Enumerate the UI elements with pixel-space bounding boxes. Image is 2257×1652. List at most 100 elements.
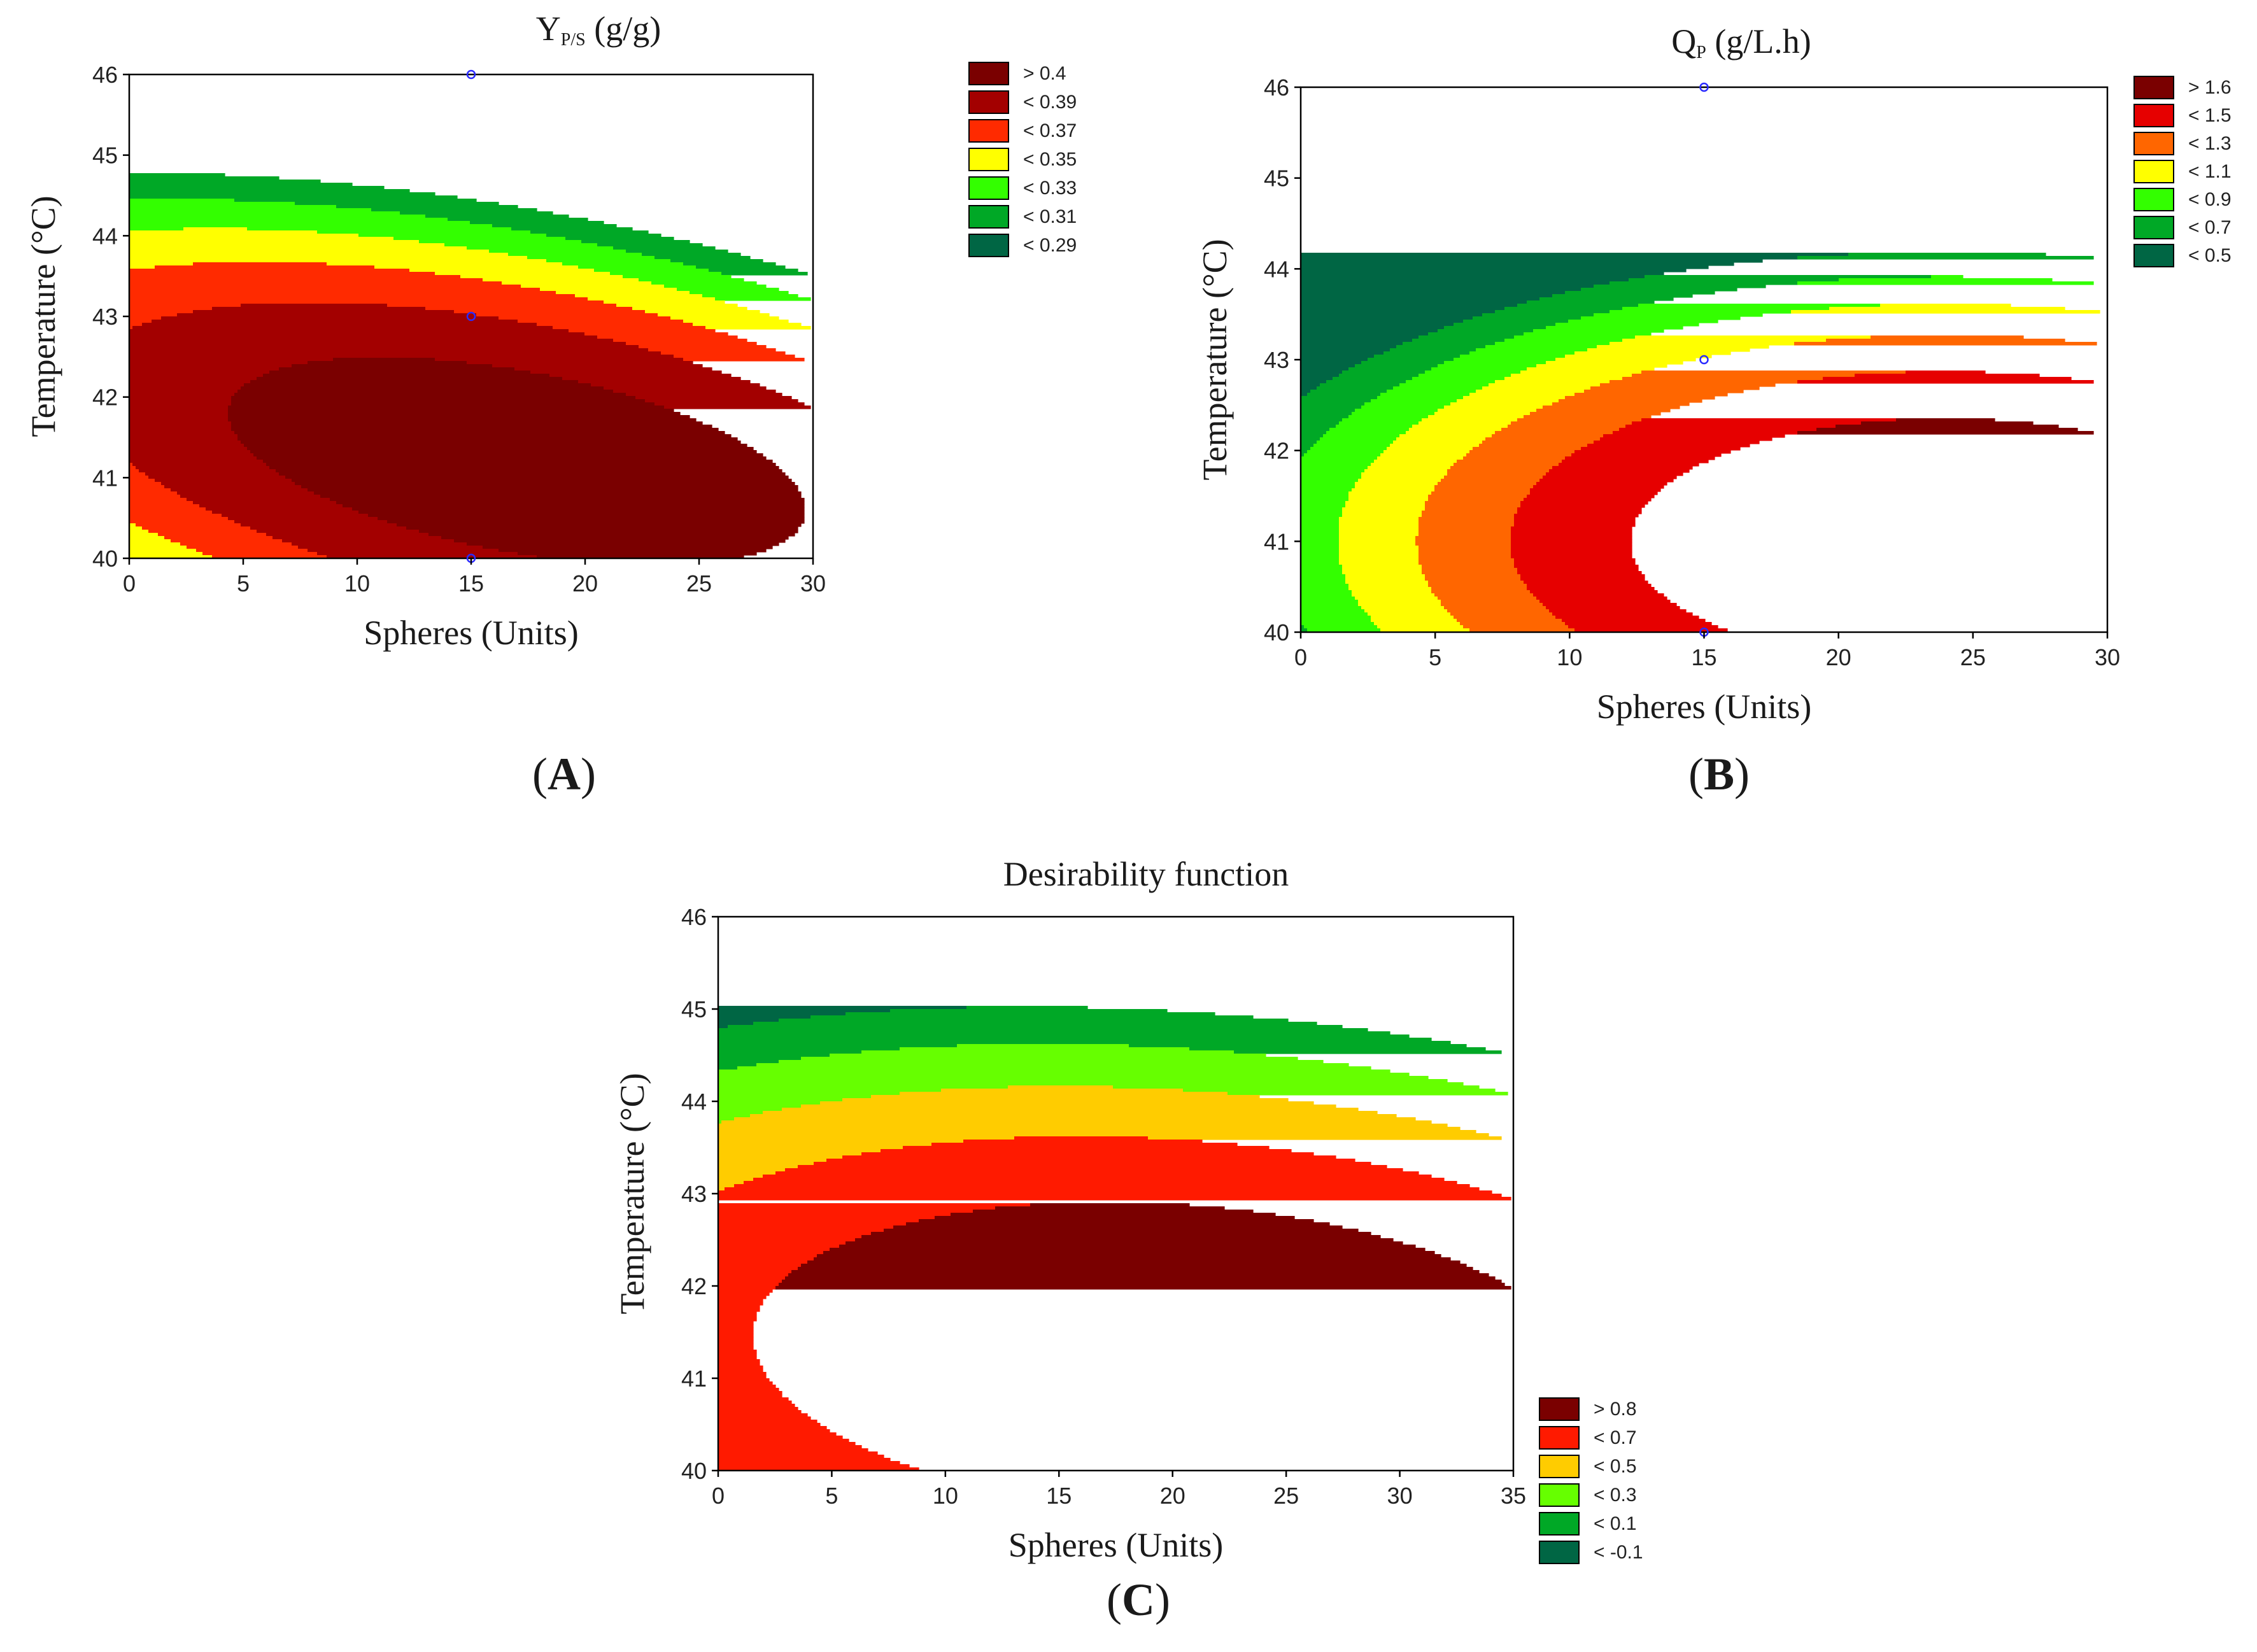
legend-label: < 1.1 [2188, 161, 2232, 182]
x-tick-label: 30 [2095, 644, 2120, 670]
x-tick-label: 25 [1273, 1483, 1299, 1509]
legend-label: > 1.6 [2188, 77, 2232, 98]
y-tick-label: 43 [681, 1181, 707, 1207]
contour-surface [1301, 253, 2100, 632]
legend-label: < 0.9 [2188, 189, 2232, 210]
x-tick-label: 15 [1691, 644, 1716, 670]
x-tick-label: 25 [686, 570, 712, 597]
y-tick-label: 40 [92, 546, 118, 572]
y-tick-label: 42 [1264, 438, 1289, 464]
chart-panel-a: 0 5 10 15 20 25 30 40 41 42 43 44 45 46 Spheres (Units… [24, 10, 1077, 800]
legend-swatch [968, 205, 1009, 229]
design-point [1699, 355, 1709, 365]
x-tick-label: 5 [825, 1483, 838, 1509]
y-tick-label: 41 [1264, 528, 1289, 554]
legend-swatch [968, 176, 1009, 200]
legend-label: < 0.7 [2188, 217, 2232, 238]
panel-label: (B) [1688, 749, 1750, 800]
x-tick-label: 20 [572, 570, 598, 597]
x-tick-label: 0 [712, 1483, 725, 1509]
x-tick-label: 35 [1501, 1483, 1526, 1509]
y-axis-label: Temperature (°C) [24, 195, 62, 437]
x-tick-label: 30 [1387, 1483, 1413, 1509]
design-point [466, 311, 476, 321]
legend-swatch [968, 234, 1009, 257]
contour-surface [718, 1006, 1511, 1471]
legend: > 0.4 < 0.39 < 0.37 < 0.35 < 0.33 < 0.31 < 0.2… [968, 62, 1077, 257]
y-tick-label: 41 [681, 1366, 707, 1392]
legend-label: < 0.1 [1594, 1513, 1637, 1534]
y-tick-label: 45 [92, 143, 118, 169]
legend-swatch [2133, 160, 2174, 183]
legend-label: < 0.29 [1023, 235, 1077, 256]
legend-swatch [2133, 244, 2174, 267]
legend-swatch [1539, 1541, 1580, 1564]
y-tick-label: 43 [92, 304, 118, 330]
x-axis-label: Spheres (Units) [1008, 1526, 1223, 1564]
y-tick-label: 42 [681, 1273, 707, 1299]
y-tick-label: 46 [92, 62, 118, 88]
legend-swatch [2133, 188, 2174, 211]
legend-swatch [2133, 104, 2174, 127]
chart-panel-c: 0 5 10 15 20 25 30 35 40 41 42 43 44 45 46 Spheres (Uni… [613, 855, 1643, 1625]
x-tick-label: 15 [458, 570, 484, 597]
legend-label: < -0.1 [1594, 1542, 1643, 1563]
chart-panel-b: 0 5 10 15 20 25 30 40 41 42 43 44 45 46 Spheres (Units… [1196, 22, 2232, 800]
legend-label: > 0.8 [1594, 1399, 1637, 1420]
legend-label: > 0.4 [1023, 63, 1066, 84]
legend-label: < 0.5 [1594, 1456, 1637, 1477]
x-tick-label: 15 [1046, 1483, 1072, 1509]
legend-swatch [968, 119, 1009, 143]
y-axis-label: Temperature (°C) [613, 1073, 651, 1314]
y-tick-label: 43 [1264, 347, 1289, 373]
y-tick-label: 45 [1264, 166, 1289, 192]
x-tick-label: 25 [1960, 644, 1986, 670]
legend-label: < 0.7 [1594, 1427, 1637, 1448]
x-tick-label: 5 [237, 570, 250, 597]
legend-label: < 0.3 [1594, 1485, 1637, 1506]
chart-title: QP (g/L.h) [1671, 22, 1811, 62]
y-tick-label: 41 [92, 465, 118, 491]
legend-swatch [2133, 76, 2174, 99]
contour-surface [129, 173, 811, 558]
x-tick-label: 10 [1557, 644, 1582, 670]
legend-swatch [1539, 1397, 1580, 1421]
legend-label: < 1.3 [2188, 133, 2232, 154]
y-tick-label: 44 [681, 1089, 707, 1115]
x-tick-label: 20 [1826, 644, 1851, 670]
legend-label: < 0.5 [2188, 245, 2232, 266]
legend-swatch [968, 62, 1009, 85]
legend-swatch [1539, 1426, 1580, 1450]
legend-label: < 0.35 [1023, 149, 1077, 170]
y-tick-label: 40 [1264, 619, 1289, 646]
x-tick-label: 0 [123, 570, 136, 597]
legend-swatch [968, 148, 1009, 171]
x-tick-label: 20 [1160, 1483, 1185, 1509]
y-tick-label: 40 [681, 1458, 707, 1484]
legend-label: < 0.31 [1023, 206, 1077, 227]
y-tick-label: 42 [92, 385, 118, 411]
legend: > 1.6 < 1.5 < 1.3 < 1.1 < 0.9 < 0.7 < 0.5 [2133, 76, 2232, 267]
legend-swatch [2133, 216, 2174, 239]
y-axis-label: Temperature (°C) [1196, 239, 1234, 480]
panel-label: (C) [1107, 1574, 1170, 1625]
y-tick-label: 46 [1264, 74, 1289, 101]
x-tick-label: 10 [933, 1483, 958, 1509]
x-axis-label: Spheres (Units) [364, 614, 578, 652]
x-tick-label: 0 [1294, 644, 1307, 670]
design-point [1699, 82, 1709, 92]
design-point [466, 69, 476, 80]
legend-swatch [1539, 1483, 1580, 1507]
legend-label: < 0.33 [1023, 178, 1077, 199]
y-tick-label: 44 [92, 223, 118, 249]
legend-label: < 1.5 [2188, 105, 2232, 126]
y-tick-label: 45 [681, 996, 707, 1022]
legend-swatch [1539, 1455, 1580, 1478]
legend-label: < 0.37 [1023, 120, 1077, 141]
legend-swatch [1539, 1512, 1580, 1536]
legend-swatch [2133, 132, 2174, 155]
legend-label: < 0.39 [1023, 92, 1077, 113]
chart-title: Desirability function [1003, 855, 1289, 893]
x-tick-label: 30 [800, 570, 826, 597]
